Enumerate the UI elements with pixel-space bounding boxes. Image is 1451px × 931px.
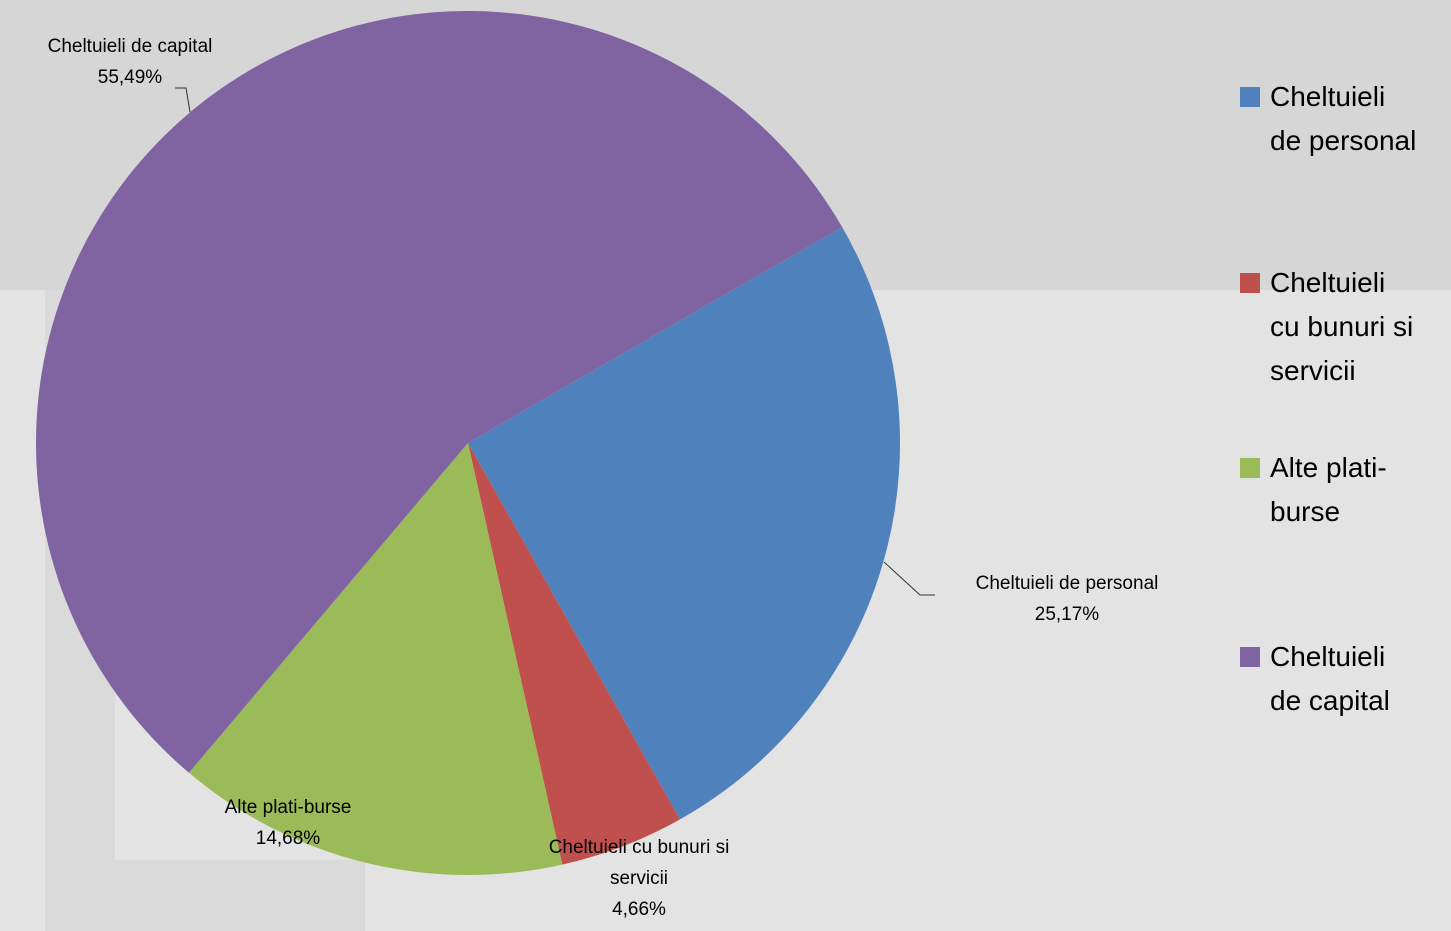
legend-swatch (1240, 458, 1260, 478)
leader-line (175, 87, 191, 113)
legend-label: Cheltuieli cu bunuri si servicii (1270, 267, 1414, 386)
background-logo (115, 860, 365, 931)
data-label-name: Cheltuieli cu bunuri si servicii (548, 837, 730, 889)
leader-line (883, 561, 935, 596)
data-label-value: 14,68% (255, 828, 321, 849)
data-label-value: 4,66% (612, 899, 666, 920)
legend-swatch (1240, 87, 1260, 107)
legend-swatch (1240, 273, 1260, 293)
data-label-name: Cheltuieli de capital (47, 36, 213, 57)
data-label-name: Cheltuieli de personal (975, 573, 1159, 594)
data-label: Cheltuieli cu bunuri si servicii 4,66% (519, 832, 759, 925)
legend-label: Alte plati-burse (1270, 452, 1387, 527)
pie-slice (188, 443, 563, 875)
pie-slice (468, 443, 680, 865)
data-label: Cheltuieli de personal 25,17% (917, 568, 1217, 630)
data-label-name: Alte plati-burse (224, 797, 352, 818)
data-label-value: 55,49% (97, 67, 163, 88)
legend-swatch (1240, 647, 1260, 667)
pie-slice (468, 227, 900, 820)
legend-label: Cheltuieli de personal (1270, 81, 1417, 156)
legend-label: Cheltuieli de capital (1270, 641, 1390, 716)
data-label: Cheltuieli de capital 55,49% (0, 31, 270, 93)
data-label: Alte plati-burse 14,68% (178, 792, 398, 854)
data-label-value: 25,17% (1034, 604, 1100, 625)
pie-slice (36, 10, 843, 773)
